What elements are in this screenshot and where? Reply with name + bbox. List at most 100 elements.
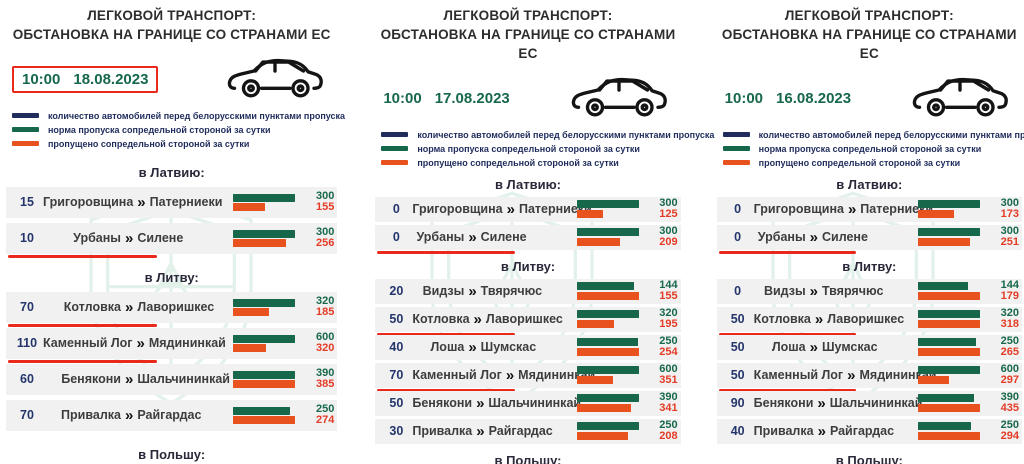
double-chevron-right-icon: » (476, 422, 485, 440)
checkpoint-to: Твярячюс (821, 284, 884, 299)
legend-swatch-icon (722, 146, 750, 152)
passed-value: 297 (1000, 374, 1019, 387)
norm-value: 300 (659, 196, 678, 209)
passed-bar (233, 380, 295, 389)
queue-count: 0 (392, 230, 400, 245)
norm-value: 144 (1000, 278, 1019, 291)
passed-value: 256 (315, 237, 335, 250)
car-icon (569, 72, 677, 125)
checkpoint-from: Привалка (412, 424, 473, 439)
norm-value: 300 (1000, 196, 1019, 209)
double-chevron-right-icon: » (124, 298, 134, 316)
checkpoint-from: Каменный Лог (43, 336, 133, 351)
row-bars (233, 405, 296, 426)
row-values: 144 155 (645, 279, 677, 303)
sections: в Латвию: 0 Григоровщина» Патерниеки 300 173 0… (716, 177, 1022, 464)
legend-swatch-icon (381, 132, 409, 138)
checkpoint-from: Урбаны (73, 231, 121, 246)
row-bars (917, 337, 980, 358)
norm-bar (917, 394, 974, 403)
title-line-1: ЛЕГКОВОЙ ТРАНСПОРТ: (443, 8, 613, 23)
crossing-row: 0 Григоровщина» Патерниеки 300 173 (716, 196, 1022, 222)
row-values: 390 385 (301, 367, 334, 391)
legend-label: количество автомобилей перед белорусским… (417, 129, 715, 140)
queue-count: 70 (389, 368, 404, 383)
sections: в Латвию: 0 Григоровщина» Патерниеки 300 125 0… (375, 177, 681, 464)
legend-swatch-icon (12, 127, 39, 133)
report-panel-day2: ЛЕГКОВОЙ ТРАНСПОРТ: ОБСТАНОВКА НА ГРАНИЦ… (341, 0, 714, 464)
norm-value: 390 (659, 390, 678, 403)
checkpoint-to: Лаворишкес (137, 300, 215, 315)
route: Котловка» Лаворишкес (412, 312, 576, 327)
norm-bar (917, 338, 977, 347)
row-bars (917, 227, 980, 248)
queue-count: 50 (389, 396, 404, 411)
row-bars (917, 421, 980, 442)
queue-count: 30 (389, 424, 404, 439)
section-header: в Литву: (842, 258, 897, 274)
double-chevron-right-icon: » (847, 366, 856, 384)
checkpoint-to: Патерниеки (149, 195, 223, 210)
legend-item: количество автомобилей перед белорусским… (381, 130, 714, 140)
crossing-row: 110 Каменный Лог» Мядининкай 600 320 (6, 327, 338, 363)
legend-item: количество автомобилей перед белорусским… (722, 130, 1024, 140)
panel-title: ЛЕГКОВОЙ ТРАНСПОРТ: ОБСТАНОВКА НА ГРАНИЦ… (6, 7, 337, 45)
row-bars (917, 309, 980, 330)
crossing-row: 10 Урбаны» Силене 300 256 (6, 222, 338, 258)
route: Привалка» Райгардас (412, 424, 576, 439)
passed-value: 155 (315, 201, 335, 214)
checkpoint-to: Шальчининкай (137, 372, 230, 387)
row-bars (917, 365, 980, 386)
panel-title: ЛЕГКОВОЙ ТРАНСПОРТ: ОБСТАНОВКА НА ГРАНИЦ… (717, 7, 1022, 64)
checkpoint-from: Привалка (753, 424, 814, 439)
norm-bar (576, 422, 639, 431)
checkpoint-from: Котловка (63, 300, 121, 315)
title-line-1: ЛЕГКОВОЙ ТРАНСПОРТ: (784, 8, 954, 23)
crossing-row: 20 Видзы» Твярячюс 144 155 (375, 278, 681, 304)
row-values: 320 318 (986, 307, 1019, 331)
legend-swatch-icon (381, 160, 409, 166)
report-date: 18.08.2023 (73, 71, 149, 89)
crossing-row: 40 Лоша» Шумскас 250 254 (375, 334, 681, 360)
legend-swatch-icon (12, 141, 39, 147)
row-values: 390 341 (645, 390, 678, 415)
legend-item: количество автомобилей перед белорусским… (12, 111, 345, 121)
queue-count: 60 (20, 372, 34, 387)
norm-bar (917, 422, 971, 431)
legend-swatch-icon (12, 113, 39, 119)
checkpoint-from: Видзы (422, 284, 465, 299)
norm-value: 250 (1000, 418, 1019, 431)
passed-value: 435 (1000, 402, 1019, 415)
crossing-row: 40 Привалка» Райгардас 250 294 (716, 418, 1022, 444)
row-bars (576, 421, 639, 442)
crossing-row: 70 Привалка» Райгардас 250 274 (6, 399, 338, 431)
report-datetime: 10:00 17.08.2023 (381, 87, 511, 110)
double-chevron-right-icon: » (817, 422, 826, 440)
norm-value: 320 (315, 294, 335, 307)
route: Видзы» Твярячюс (754, 284, 918, 299)
route: Григоровщина» Патерниеки (754, 202, 933, 217)
passed-value: 173 (1000, 208, 1019, 221)
checkpoint-to: Мядининкай (148, 336, 226, 351)
row-values: 600 320 (301, 331, 334, 355)
row-bars (917, 393, 980, 414)
checkpoint-from: Бенякони (412, 396, 473, 411)
section-header: в Польшу: (494, 452, 562, 464)
double-chevron-right-icon: » (468, 338, 477, 356)
norm-value: 600 (659, 362, 678, 375)
checkpoint-from: Котловка (753, 312, 811, 327)
title-line-2: ОБСТАНОВКА НА ГРАНИЦЕ СО СТРАНАМИ ЕС (380, 26, 676, 61)
row-values: 300 173 (986, 196, 1019, 221)
norm-bar (576, 282, 635, 291)
norm-bar (576, 310, 639, 319)
row-bars (576, 309, 639, 330)
crossing-row: 30 Привалка» Райгардас 250 208 (375, 418, 681, 444)
checkpoint-from: Бенякони (61, 372, 121, 387)
section-header: в Литву: (500, 258, 556, 274)
double-chevron-right-icon: » (809, 228, 818, 246)
double-chevron-right-icon: » (817, 394, 826, 412)
legend-item: пропущено сопредельной стороной за сутки (722, 158, 1016, 168)
passed-value: 209 (659, 236, 678, 249)
double-chevron-right-icon: » (476, 394, 485, 412)
passed-bar (576, 237, 620, 246)
